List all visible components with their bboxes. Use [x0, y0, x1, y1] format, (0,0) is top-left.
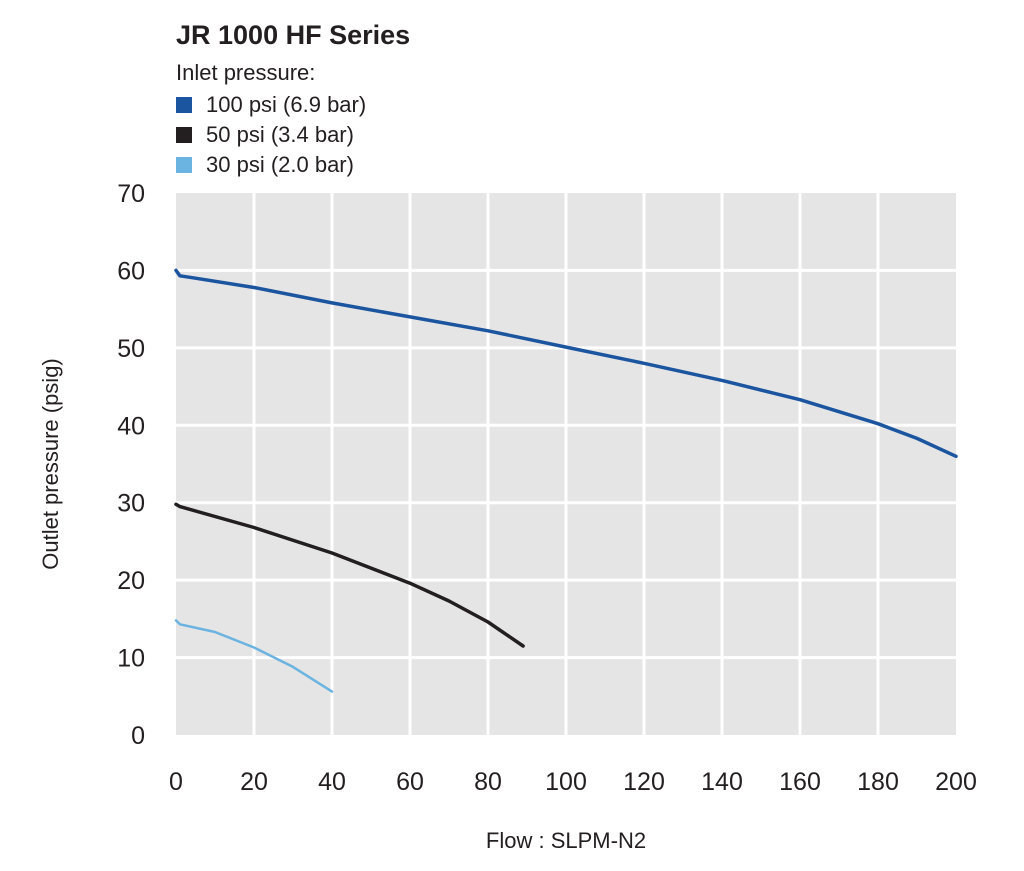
y-tick-label: 70	[117, 180, 145, 208]
legend-label-50psi: 50 psi (3.4 bar)	[206, 122, 354, 147]
series-line-2	[174, 619, 334, 693]
y-tick-label: 30	[117, 490, 145, 518]
legend-title: Inlet pressure:	[176, 60, 316, 85]
legend-swatch-30psi	[176, 157, 192, 173]
y-tick-label: 20	[117, 567, 145, 595]
series-line-1	[174, 502, 525, 648]
x-tick-label: 200	[935, 768, 977, 796]
x-tick-label: 100	[545, 768, 587, 796]
x-tick-label: 120	[623, 768, 665, 796]
x-tick-label: 0	[169, 768, 183, 796]
y-tick-label: 0	[131, 722, 145, 750]
legend-item-50psi: 50 psi (3.4 bar)	[176, 120, 366, 150]
y-tick-label: 10	[117, 645, 145, 673]
x-tick-label: 40	[318, 768, 346, 796]
x-axis-label: Flow : SLPM-N2	[486, 828, 646, 853]
x-tick-label: 60	[396, 768, 424, 796]
x-tick-label: 80	[474, 768, 502, 796]
x-tick-label: 160	[779, 768, 821, 796]
y-axis-label: Outlet pressure (psig)	[38, 358, 63, 570]
legend-label-100psi: 100 psi (6.9 bar)	[206, 92, 367, 117]
y-tick-label: 40	[117, 412, 145, 440]
legend-item-30psi: 30 psi (2.0 bar)	[176, 150, 366, 180]
y-tick-label: 50	[117, 335, 145, 363]
x-tick-label: 140	[701, 768, 743, 796]
legend-item-100psi: 100 psi (6.9 bar)	[176, 90, 366, 120]
series-line-0	[174, 268, 958, 459]
y-tick-label: 60	[117, 257, 145, 285]
x-tick-label: 20	[240, 768, 268, 796]
chart-title: JR 1000 HF Series	[176, 20, 411, 50]
legend-swatch-50psi	[176, 127, 192, 143]
x-tick-label: 180	[857, 768, 899, 796]
legend-swatch-100psi	[176, 97, 192, 113]
legend: 100 psi (6.9 bar) 50 psi (3.4 bar) 30 ps…	[176, 90, 366, 180]
legend-label-30psi: 30 psi (2.0 bar)	[206, 152, 354, 177]
